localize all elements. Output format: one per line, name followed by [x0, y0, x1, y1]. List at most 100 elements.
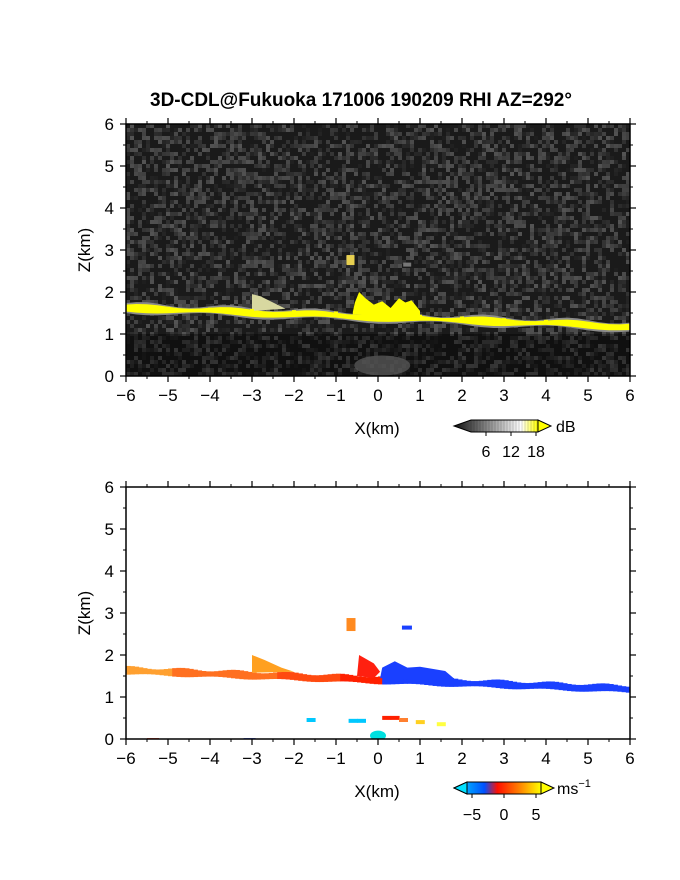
- velocity-mark: [420, 679, 425, 685]
- colorbar-tick-label: 12: [502, 444, 520, 461]
- y-tick-label: 0: [105, 367, 114, 386]
- velocity-mark: [315, 675, 320, 683]
- velocity-mark: [151, 669, 156, 675]
- velocity-mark: [201, 671, 207, 677]
- velocity-mark: [588, 684, 593, 692]
- velocity-mark: [504, 680, 509, 689]
- velocity-mark: [462, 680, 467, 687]
- x-tick-label: 4: [541, 386, 550, 405]
- surface-clutter: [370, 730, 386, 739]
- faint-echo: [403, 262, 412, 267]
- velocity-mark: [407, 677, 413, 684]
- velocity-mark: [252, 672, 257, 680]
- velocity-mark: [142, 668, 148, 675]
- y-tick-label: 1: [105, 688, 114, 707]
- velocity-mark: [247, 671, 253, 680]
- y-tick-label: 1: [105, 325, 114, 344]
- velocity-mark: [541, 681, 547, 689]
- velocity-mark: [348, 674, 354, 682]
- x-tick-label: −3: [242, 749, 261, 768]
- colorbar-unit: dB: [556, 419, 576, 436]
- velocity-mark: [243, 671, 249, 680]
- x-tick-label: −1: [326, 386, 345, 405]
- velocity-mark: [550, 681, 555, 690]
- velocity-mark: [294, 672, 299, 681]
- y-axis-label: Z(km): [75, 591, 94, 635]
- velocity-mark: [596, 683, 602, 692]
- velocity-mark: [126, 665, 131, 675]
- velocity-mark: [449, 678, 455, 687]
- velocity-mark: [176, 667, 182, 677]
- velocity-mark: [520, 682, 526, 690]
- velocity-mark: [218, 670, 224, 677]
- y-tick-label: 6: [105, 115, 114, 134]
- x-tick-label: 1: [415, 386, 424, 405]
- velocity-mark: [411, 678, 417, 684]
- velocity-mark: [260, 673, 266, 680]
- velocity-mark: [281, 671, 287, 680]
- velocity-mark: [210, 671, 215, 677]
- y-tick-label: 5: [105, 157, 114, 176]
- velocity-mark: [168, 668, 173, 677]
- reflectivity-mark: [502, 318, 506, 323]
- colorbar-velocity: −5 0 5 ms−1: [452, 778, 591, 824]
- velocity-mark: [302, 674, 308, 682]
- velocity-mark: [495, 679, 501, 689]
- velocity-mark: [554, 681, 560, 690]
- reflectivity-mark: [376, 312, 380, 317]
- y-tick-label: 0: [105, 730, 114, 749]
- reflectivity-mark: [334, 311, 338, 316]
- plume: [352, 292, 420, 318]
- velocity-mark: [235, 669, 240, 679]
- surface-return: [306, 718, 316, 722]
- velocity-mark: [197, 670, 203, 677]
- velocity-mark: [344, 674, 350, 682]
- velocity-mark: [583, 684, 589, 692]
- y-tick-label: 4: [105, 562, 114, 581]
- reflectivity-data: [126, 255, 630, 376]
- x-tick-label: 2: [457, 386, 466, 405]
- reflectivity-mark: [586, 321, 590, 326]
- x-tick-label: −1: [326, 749, 345, 768]
- colorbar-reflectivity: 6 12 18 dB: [452, 419, 576, 461]
- velocity-mark: [516, 682, 522, 690]
- velocity-mark: [256, 673, 261, 680]
- reflectivity-mark: [166, 306, 170, 311]
- colorbar-tick-label: 0: [500, 807, 509, 824]
- velocity-mark: [491, 679, 497, 688]
- velocity-mark: [621, 686, 627, 693]
- y-tick-label: 4: [105, 199, 114, 218]
- velocity-mark: [445, 677, 450, 687]
- noise-background: [126, 124, 630, 376]
- velocity-mark: [512, 681, 518, 690]
- velocity-mark: [575, 684, 581, 692]
- x-tick-label: −2: [284, 749, 303, 768]
- axis-ticks: −6 −5 −4 −3 −2 −1 0 1 2 3 4 5 6 0 1 2 3 4 5 6: [105, 115, 636, 405]
- velocity-mark: [432, 678, 438, 686]
- x-tick-label: −5: [158, 749, 177, 768]
- velocity-mark: [147, 668, 152, 675]
- elevated-echo: [346, 255, 355, 266]
- x-tick-label: −4: [200, 386, 219, 405]
- velocity-mark: [466, 680, 471, 687]
- velocity-mark: [285, 671, 291, 680]
- velocity-mark: [487, 679, 492, 688]
- colorbar-tick-label: 6: [482, 444, 491, 461]
- velocity-mark: [226, 669, 232, 678]
- velocity-mark: [508, 680, 513, 690]
- velocity-mark: [134, 666, 140, 675]
- y-tick-label: 3: [105, 604, 114, 623]
- x-axis-label: X(km): [354, 419, 399, 438]
- velocity-mark: [327, 674, 333, 682]
- reflectivity-mark: [208, 307, 212, 312]
- velocity-mark: [382, 675, 387, 685]
- velocity-mark: [390, 675, 396, 685]
- velocity-mark: [625, 686, 630, 693]
- velocity-mark: [163, 669, 169, 676]
- velocity-mark: [533, 682, 539, 689]
- surface-clutter: [354, 355, 411, 376]
- y-tick-label: 3: [105, 241, 114, 260]
- velocity-mark: [457, 679, 463, 687]
- reflectivity-mark: [292, 310, 296, 315]
- colorbar-unit: ms−1: [557, 778, 591, 798]
